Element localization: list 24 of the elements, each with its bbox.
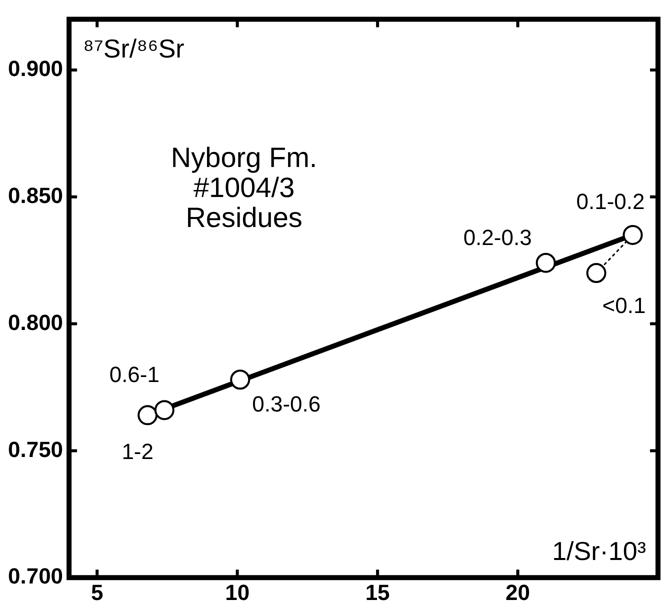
x-axis-title: 1/Sr·10³	[552, 536, 646, 566]
x-tick-label: 5	[90, 580, 104, 605]
x-tick-label: 20	[506, 580, 530, 605]
annotation: 0.6-1	[109, 362, 160, 388]
point	[230, 370, 250, 390]
point	[154, 400, 174, 420]
y-axis-title: ⁸⁷Sr/⁸⁶Sr	[83, 33, 185, 64]
point	[536, 252, 556, 273]
y-tick-label: 0.900	[8, 56, 64, 82]
y-tick-label: 0.800	[8, 310, 64, 335]
annotation: 0.3-0.6	[252, 392, 321, 417]
point	[586, 263, 606, 284]
x-tick-label: 10	[225, 580, 250, 605]
annotation: <0.1	[602, 293, 646, 318]
annotation: 1-2	[122, 439, 154, 464]
x-tick-label: 15	[365, 580, 390, 605]
point	[622, 224, 643, 245]
y-tick-label: 0.700	[8, 564, 64, 589]
y-tick-label: 0.750	[8, 436, 64, 462]
y-tick-label: 0.850	[8, 182, 64, 208]
annotation: Nyborg Fm. #1004/3 Residues	[170, 142, 318, 233]
point	[138, 405, 158, 426]
annotation: 0.1-0.2	[576, 189, 645, 214]
annotation: 0.2-0.3	[463, 224, 532, 250]
